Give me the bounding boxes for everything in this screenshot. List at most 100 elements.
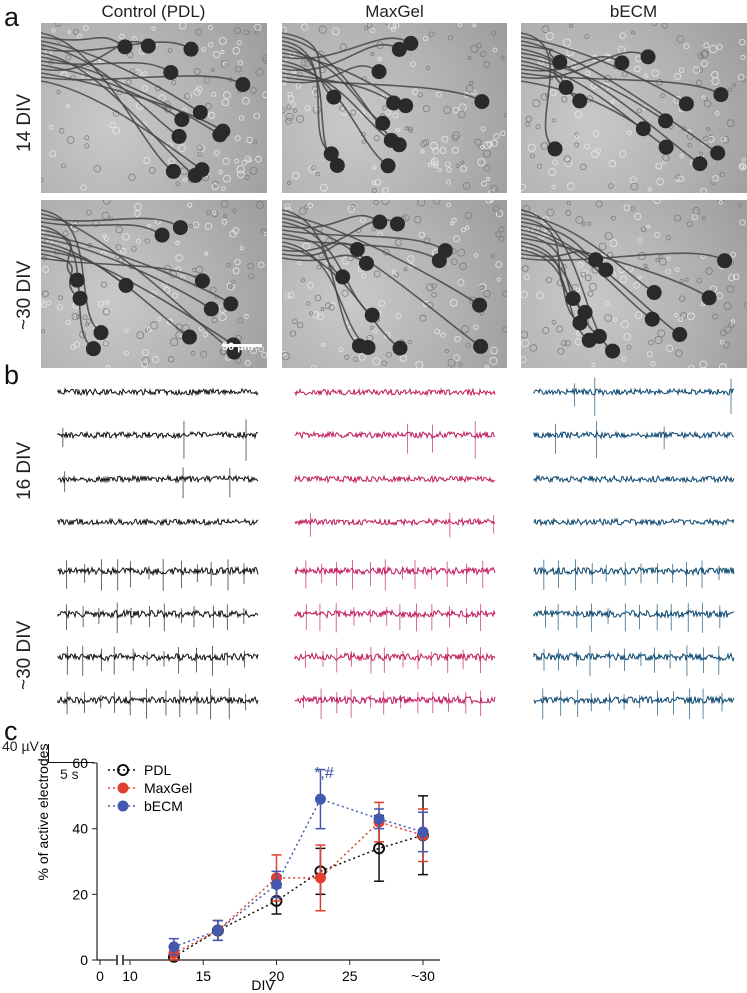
- cell: [236, 165, 245, 174]
- cell: [123, 350, 129, 356]
- electrode-wire: [41, 213, 235, 353]
- x-tick-label: 10: [122, 968, 138, 984]
- cell: [678, 317, 684, 323]
- cell: [86, 318, 92, 324]
- electrode: [717, 253, 733, 269]
- cell: [711, 77, 720, 85]
- cell: [254, 23, 262, 31]
- cell: [100, 281, 107, 288]
- electrode-wire: [282, 72, 395, 104]
- cell: [253, 112, 261, 120]
- cell: [683, 43, 690, 50]
- cell: [407, 255, 415, 263]
- electrode: [192, 104, 208, 120]
- cell: [102, 308, 110, 316]
- cell: [655, 257, 660, 262]
- cell: [220, 349, 227, 355]
- electrode-wire: [282, 65, 380, 84]
- cell: [211, 317, 218, 324]
- trace-line: [533, 474, 735, 484]
- cell: [723, 302, 732, 311]
- cell: [218, 170, 223, 175]
- cell: [238, 115, 245, 121]
- cell: [295, 82, 302, 89]
- cell: [584, 70, 591, 77]
- cell: [501, 326, 507, 333]
- cell: [195, 28, 203, 36]
- cell: [701, 95, 706, 100]
- cell: [243, 29, 250, 36]
- electrode: [323, 146, 339, 162]
- cell: [449, 299, 458, 307]
- cell: [551, 319, 557, 325]
- cell: [77, 33, 83, 39]
- cell: [630, 30, 635, 35]
- cell: [437, 167, 442, 173]
- scale-y-bar: [48, 744, 49, 762]
- panel-label-b: b: [4, 360, 20, 390]
- electrode-wire: [41, 80, 203, 171]
- trace-line: [533, 430, 735, 440]
- cell: [128, 173, 136, 182]
- cell: [247, 158, 252, 163]
- cell: [242, 97, 250, 105]
- cell: [172, 292, 179, 299]
- cell: [587, 290, 594, 297]
- cell: [373, 270, 381, 278]
- cell: [604, 232, 613, 241]
- series-line: [173, 834, 424, 958]
- cell: [701, 140, 707, 146]
- electrode-wire: [521, 72, 722, 96]
- electrode-wire: [282, 214, 381, 229]
- electrode: [572, 315, 588, 331]
- electrode: [154, 227, 170, 243]
- electrode-wire: [41, 40, 149, 72]
- cell: [237, 60, 244, 66]
- cell: [485, 200, 493, 204]
- column-title-becm: bECM: [609, 2, 658, 21]
- cell: [739, 219, 746, 226]
- electrode: [383, 132, 399, 148]
- cell: [262, 91, 267, 99]
- cell: [604, 300, 610, 306]
- cell: [93, 165, 101, 173]
- cell: [675, 349, 683, 358]
- cell: [564, 340, 571, 347]
- cell: [56, 89, 61, 95]
- electrode-wire: [282, 60, 389, 167]
- cell: [285, 117, 293, 125]
- scale-bar-line: [222, 344, 262, 347]
- cell: [390, 26, 396, 32]
- cell: [608, 160, 616, 168]
- cell: [637, 237, 643, 243]
- cell: [687, 142, 693, 148]
- cell: [646, 351, 653, 358]
- cell: [491, 30, 496, 36]
- cell: [657, 329, 666, 338]
- cell: [620, 320, 629, 329]
- cell: [545, 276, 553, 284]
- cell: [145, 328, 150, 333]
- cell: [540, 142, 549, 150]
- electrode-wire: [282, 229, 446, 252]
- electrode-wire: [521, 229, 653, 320]
- cell: [483, 61, 490, 68]
- cell: [264, 231, 267, 237]
- cell: [371, 180, 377, 186]
- cell: [728, 274, 736, 282]
- cell: [167, 48, 173, 53]
- cell: [490, 185, 499, 193]
- cell: [561, 96, 568, 103]
- data-point: [212, 924, 224, 936]
- cell: [413, 215, 422, 224]
- cell: [241, 160, 247, 166]
- cell: [529, 344, 538, 352]
- micrograph-pdl-30div: [41, 200, 267, 368]
- electrode: [646, 285, 662, 301]
- cell: [364, 25, 369, 31]
- cell: [371, 188, 377, 193]
- cell: [221, 98, 230, 107]
- cell: [549, 89, 557, 97]
- cell: [629, 176, 637, 184]
- electrode: [93, 325, 109, 341]
